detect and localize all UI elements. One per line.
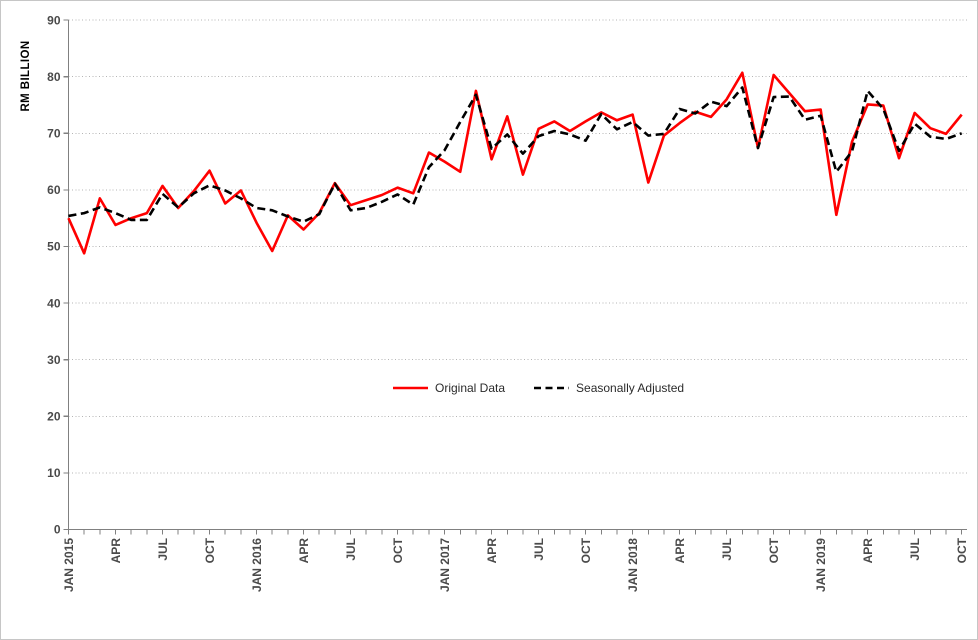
x-tick-label: APR [297,538,311,564]
y-tick-label: 60 [47,183,61,197]
series-line-original-data [67,71,963,255]
x-tick-label: APR [109,538,123,564]
x-tick-label: OCT [579,537,593,563]
x-tick-label: JAN 2015 [62,538,76,592]
x-tick-label: APR [485,538,499,564]
legend-line-sample-dashed [534,386,570,390]
legend-item-seasonally-adjusted: Seasonally Adjusted [533,381,684,395]
x-tick-label: JUL [720,538,734,561]
y-tick-label: 80 [47,70,61,84]
y-tick-label: 10 [47,466,61,480]
x-tick-label: OCT [767,537,781,563]
x-tick-label: JAN 2018 [626,538,640,592]
legend-line-sample-solid [393,386,428,390]
legend: Original Data Seasonally Adjusted [392,381,684,395]
y-tick-label: 50 [47,240,61,254]
y-tick-label: 90 [47,13,61,27]
axes [67,20,967,531]
x-tick-label: OCT [203,537,217,563]
x-tick-label: JAN 2017 [438,538,452,592]
x-tick-label: JUL [532,538,546,561]
x-tick-label: APR [861,538,875,564]
y-axis-title: RM BILLION [20,40,32,112]
legend-label-seasonally-adjusted: Seasonally Adjusted [576,381,685,395]
x-tick-label: OCT [391,537,405,563]
y-tick-label: 40 [47,296,61,310]
legend-item-original-data: Original Data [392,381,505,395]
y-tick-label: 20 [47,410,61,424]
y-tick-label: 30 [47,353,61,367]
series-line-seasonally-adjusted [68,86,963,223]
legend-label-original-data: Original Data [435,381,506,395]
gridlines [68,19,967,474]
y-tick-label: 70 [47,127,61,141]
x-tick-label: APR [673,538,687,564]
x-axis-ticks-labels: JAN 2015 APR JUL OCT JAN 2016 APR JUL OCT JAN 20… [62,529,969,592]
y-tick-label: 0 [54,523,61,537]
x-tick-label: JUL [908,538,922,561]
x-tick-label: JAN 2016 [250,538,264,592]
x-tick-label: JUL [156,538,170,561]
x-tick-label: OCT [955,537,969,563]
x-tick-label: JUL [344,538,358,561]
y-axis-ticks-labels: 0 10 20 30 40 50 60 70 80 90 [47,13,69,537]
x-tick-label: JAN 2019 [814,538,828,592]
